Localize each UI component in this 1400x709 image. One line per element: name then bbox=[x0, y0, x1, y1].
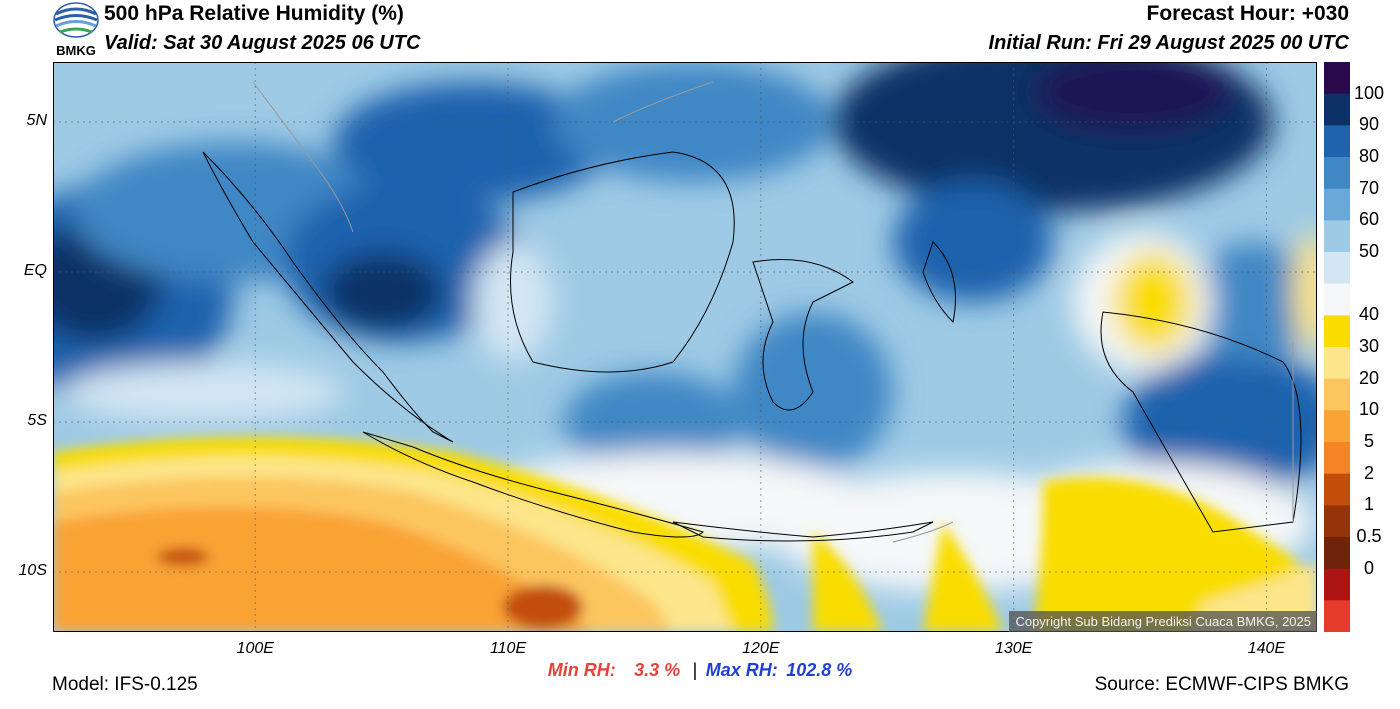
colorbar-label: 30 bbox=[1358, 336, 1380, 356]
bmkg-logo: BMKG bbox=[52, 2, 100, 58]
stats-separator: | bbox=[692, 660, 698, 680]
longitude-label: 100E bbox=[236, 640, 274, 657]
rh-stats: Min RH: 3.3 % | Max RH: 102.8 % bbox=[0, 660, 1400, 681]
map-canvas bbox=[53, 62, 1317, 632]
valid-time: Valid: Sat 30 August 2025 06 UTC bbox=[104, 32, 421, 54]
humidity-map: Copyright Sub Bidang Prediksi Cuaca BMKG… bbox=[53, 62, 1317, 632]
colorbar-label: 70 bbox=[1358, 177, 1380, 198]
max-rh-value: 102.8 % bbox=[786, 660, 853, 680]
chart-title: 500 hPa Relative Humidity (%) bbox=[104, 2, 404, 25]
colorbar-swatch bbox=[1324, 410, 1350, 443]
source-info: Source: ECMWF-CIPS BMKG bbox=[1094, 674, 1349, 695]
colorbar-label: 100 bbox=[1353, 82, 1385, 103]
colorbar-label: 2 bbox=[1363, 462, 1374, 483]
colorbar-label: 1 bbox=[1363, 494, 1374, 515]
longitude-label: 130E bbox=[994, 640, 1033, 657]
colorbar-label: 90 bbox=[1358, 114, 1380, 135]
min-rh-label: Min RH: bbox=[547, 660, 616, 680]
colorbar-label: 10 bbox=[1358, 399, 1380, 420]
colorbar-swatch bbox=[1324, 347, 1350, 380]
latitude-label: 10S bbox=[18, 562, 47, 579]
colorbar-swatch bbox=[1324, 188, 1350, 221]
colorbar-label: 20 bbox=[1358, 367, 1380, 388]
country-borders bbox=[252, 81, 1294, 543]
latitude-label: EQ bbox=[23, 262, 47, 279]
colorbar-swatch bbox=[1324, 93, 1350, 126]
colorbar-swatch bbox=[1324, 600, 1350, 633]
min-rh-value: 3.3 % bbox=[634, 660, 681, 680]
latitude-label: 5S bbox=[27, 412, 47, 429]
longitude-label: 120E bbox=[742, 640, 780, 657]
max-rh-label: Max RH: bbox=[705, 660, 778, 680]
colorbar-swatch bbox=[1324, 220, 1350, 253]
coastlines bbox=[202, 151, 1302, 542]
colorbar-label: 80 bbox=[1358, 146, 1380, 166]
bmkg-logo-text: BMKG bbox=[56, 43, 96, 58]
bmkg-logo-icon bbox=[53, 2, 99, 38]
colorbar-swatch bbox=[1324, 157, 1350, 190]
colorbar-swatch bbox=[1324, 62, 1350, 95]
colorbar-swatch bbox=[1324, 125, 1350, 158]
colorbar bbox=[1324, 62, 1350, 633]
graticule bbox=[53, 62, 1317, 632]
colorbar-label: 50 bbox=[1358, 241, 1380, 261]
colorbar-label: 5 bbox=[1363, 431, 1374, 451]
colorbar-label: 0.5 bbox=[1356, 526, 1382, 546]
latitude-label: 5N bbox=[26, 112, 47, 129]
colorbar-swatch bbox=[1324, 283, 1350, 316]
copyright-notice: Copyright Sub Bidang Prediksi Cuaca BMKG… bbox=[1009, 611, 1317, 632]
colorbar-swatch bbox=[1324, 252, 1350, 285]
colorbar-swatches bbox=[1324, 62, 1350, 633]
colorbar-label: 40 bbox=[1358, 304, 1380, 325]
longitude-label: 110E bbox=[489, 640, 527, 657]
forecast-hour: Forecast Hour: +030 bbox=[1146, 2, 1350, 25]
colorbar-label: 0 bbox=[1363, 557, 1374, 578]
longitude-label: 140E bbox=[1247, 640, 1286, 657]
colorbar-swatch bbox=[1324, 442, 1350, 475]
colorbar-swatch bbox=[1324, 568, 1350, 601]
map-frame bbox=[53, 62, 1317, 632]
colorbar-swatch bbox=[1324, 473, 1350, 506]
colorbar-swatch bbox=[1324, 537, 1350, 570]
colorbar-swatch bbox=[1324, 315, 1350, 348]
initial-run: Initial Run: Fri 29 August 2025 00 UTC bbox=[988, 32, 1349, 54]
colorbar-label: 60 bbox=[1358, 209, 1380, 230]
colorbar-swatch bbox=[1324, 378, 1350, 411]
model-info: Model: IFS-0.125 bbox=[52, 674, 198, 695]
colorbar-swatch bbox=[1324, 505, 1350, 538]
